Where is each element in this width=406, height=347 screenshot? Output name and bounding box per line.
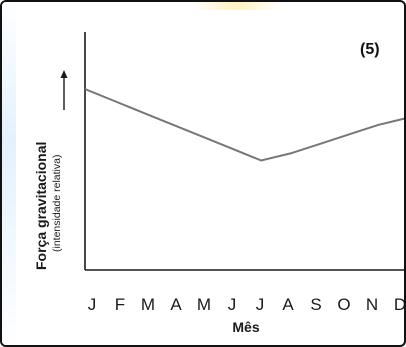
- x-tick-label: A: [170, 295, 182, 314]
- x-tick-label: M: [197, 295, 211, 314]
- y-axis-sublabel: (intensidade relativa): [51, 155, 63, 252]
- x-tick-label: S: [310, 295, 321, 314]
- x-tick-label: D: [394, 295, 406, 314]
- panel-label: (5): [360, 41, 380, 58]
- y-axis-arrow: [60, 70, 68, 110]
- x-tick-label: F: [115, 295, 125, 314]
- decorative-band-top: [192, 2, 282, 10]
- x-axis-label: Mês: [232, 319, 259, 335]
- x-tick-label: J: [228, 295, 237, 314]
- y-axis-label: Força gravitacional: [33, 142, 49, 270]
- x-tick-label: A: [282, 295, 294, 314]
- y-axis-label-group: Força gravitacional (intensidade relativ…: [33, 142, 63, 270]
- x-tick-label: N: [366, 295, 378, 314]
- series-line: [84, 88, 404, 162]
- x-tick-label: M: [141, 295, 155, 314]
- x-tick-label: J: [256, 295, 265, 314]
- x-tick-label: J: [88, 295, 97, 314]
- decorative-band: [2, 2, 16, 345]
- x-tick-label: O: [337, 295, 350, 314]
